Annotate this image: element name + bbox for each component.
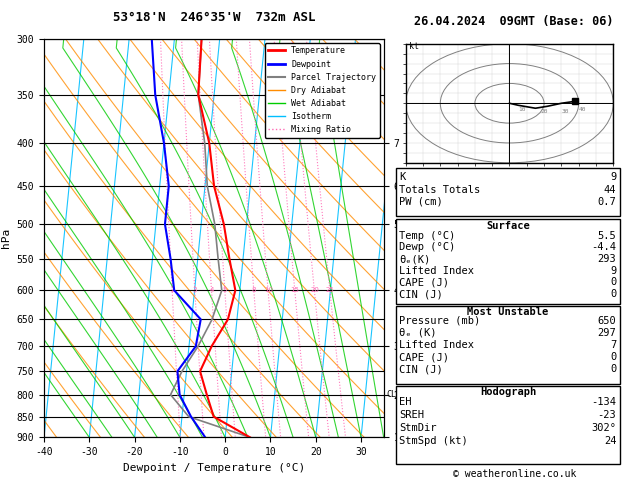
Text: Temp (°C): Temp (°C) — [399, 231, 455, 241]
Text: 10: 10 — [518, 107, 526, 112]
Text: 302°: 302° — [591, 423, 616, 433]
Text: 8: 8 — [252, 287, 256, 294]
Text: 40: 40 — [579, 107, 586, 112]
Text: 44: 44 — [604, 185, 616, 194]
Text: Surface: Surface — [486, 221, 530, 231]
Text: K: K — [399, 173, 406, 182]
Text: 30: 30 — [562, 109, 569, 114]
Text: 0: 0 — [610, 278, 616, 287]
Y-axis label: km
ASL: km ASL — [405, 229, 426, 247]
Text: 0: 0 — [610, 289, 616, 299]
Text: 2: 2 — [170, 287, 174, 294]
Text: -4.4: -4.4 — [591, 243, 616, 252]
Text: 0: 0 — [610, 364, 616, 374]
Text: Pressure (mb): Pressure (mb) — [399, 316, 481, 326]
Text: 20: 20 — [541, 109, 548, 114]
Text: StmDir: StmDir — [399, 423, 437, 433]
Y-axis label: hPa: hPa — [1, 228, 11, 248]
Text: Hodograph: Hodograph — [480, 387, 536, 397]
Text: CIN (J): CIN (J) — [399, 289, 443, 299]
Text: CIN (J): CIN (J) — [399, 364, 443, 374]
Text: CAPE (J): CAPE (J) — [399, 352, 449, 362]
Text: θₑ(K): θₑ(K) — [399, 254, 431, 264]
Text: 24: 24 — [604, 436, 616, 446]
Text: Lifted Index: Lifted Index — [399, 340, 474, 350]
Text: 5.5: 5.5 — [598, 231, 616, 241]
Text: -23: -23 — [598, 410, 616, 420]
Text: 293: 293 — [598, 254, 616, 264]
Text: EH: EH — [399, 397, 412, 407]
Text: θₑ (K): θₑ (K) — [399, 328, 437, 338]
Text: 5: 5 — [223, 287, 227, 294]
Text: StmSpd (kt): StmSpd (kt) — [399, 436, 468, 446]
Text: 9: 9 — [610, 173, 616, 182]
X-axis label: Dewpoint / Temperature (°C): Dewpoint / Temperature (°C) — [123, 463, 305, 473]
Text: kt: kt — [409, 42, 419, 51]
Legend: Temperature, Dewpoint, Parcel Trajectory, Dry Adiabat, Wet Adiabat, Isotherm, Mi: Temperature, Dewpoint, Parcel Trajectory… — [265, 43, 379, 138]
Text: Most Unstable: Most Unstable — [467, 307, 548, 317]
Text: 15: 15 — [291, 287, 299, 294]
Text: © weatheronline.co.uk: © weatheronline.co.uk — [452, 469, 576, 479]
Text: Lifted Index: Lifted Index — [399, 266, 474, 276]
Text: CAPE (J): CAPE (J) — [399, 278, 449, 287]
Text: 7: 7 — [610, 340, 616, 350]
Text: 10: 10 — [264, 287, 273, 294]
Text: 650: 650 — [598, 316, 616, 326]
Text: 26.04.2024  09GMT (Base: 06): 26.04.2024 09GMT (Base: 06) — [415, 15, 614, 28]
Text: Totals Totals: Totals Totals — [399, 185, 481, 194]
Text: Dewp (°C): Dewp (°C) — [399, 243, 455, 252]
Text: 0: 0 — [610, 352, 616, 362]
Text: 25: 25 — [326, 287, 335, 294]
Text: 0.7: 0.7 — [598, 197, 616, 207]
Text: 9: 9 — [610, 266, 616, 276]
Text: -134: -134 — [591, 397, 616, 407]
Text: SREH: SREH — [399, 410, 425, 420]
Text: 53°18'N  246°35'W  732m ASL: 53°18'N 246°35'W 732m ASL — [113, 11, 315, 24]
Text: CL: CL — [386, 390, 396, 399]
Text: 3: 3 — [192, 287, 198, 294]
Text: 20: 20 — [310, 287, 319, 294]
Text: 4: 4 — [209, 287, 214, 294]
Text: 297: 297 — [598, 328, 616, 338]
Text: PW (cm): PW (cm) — [399, 197, 443, 207]
